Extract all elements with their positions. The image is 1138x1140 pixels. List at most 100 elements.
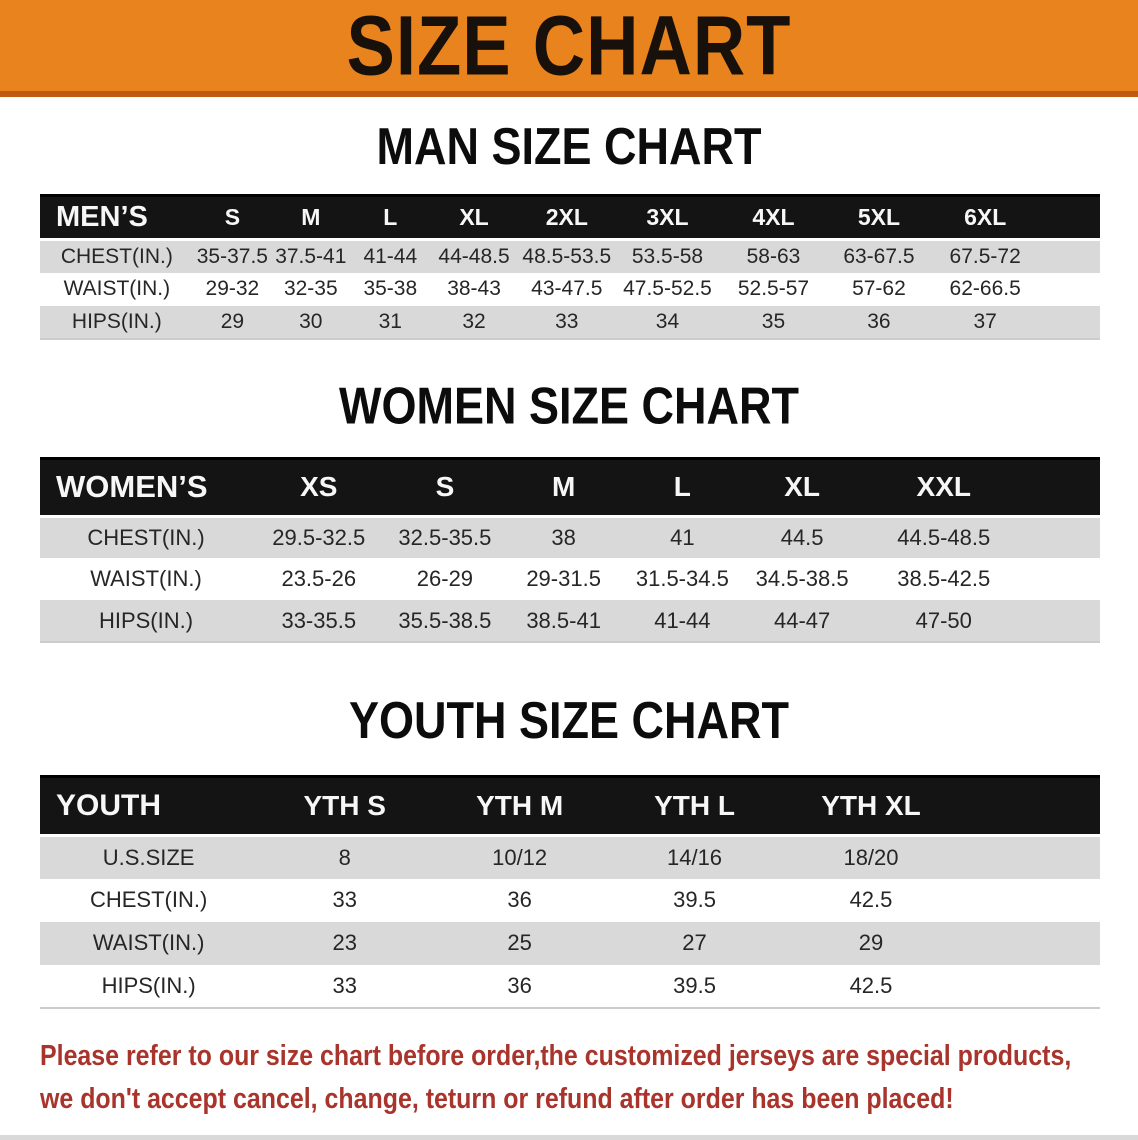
youth-size-header: YTH M (432, 775, 608, 837)
size-value: 44-48.5 (430, 239, 519, 273)
size-value: 29 (193, 305, 272, 339)
size-value: 32 (430, 305, 519, 339)
women-header-row: WOMEN’S XS S M L XL XXL (40, 456, 1100, 518)
women-table-header: WOMEN’S XS S M L XL XXL (40, 456, 1100, 518)
size-value: 67.5-72 (930, 239, 1100, 273)
size-value: 33 (257, 964, 433, 1008)
men-size-header: 6XL (930, 194, 1100, 241)
youth-size-header: YTH XL (781, 775, 1100, 837)
size-value: 8 (257, 835, 433, 879)
size-value: 14/16 (607, 835, 782, 879)
youth-group-label: YOUTH (40, 775, 258, 837)
row-label: CHEST(IN.) (40, 516, 252, 558)
men-section-title: MAN SIZE CHART (376, 117, 762, 176)
size-value: 31 (350, 305, 431, 339)
women-size-table: WOMEN’S XS S M L XL XXL CHEST(IN.) 29.5-32.5 32.… (40, 456, 1100, 643)
size-value: 63-67.5 (827, 239, 931, 273)
section-youth: YOUTH SIZE CHART YOUTH YTH S YTH M YTH L YTH… (0, 691, 1138, 1009)
youth-section-title: YOUTH SIZE CHART (348, 691, 789, 750)
men-measurement-row: HIPS(IN.) 29 30 31 32 33 34 35 36 37 (40, 305, 1100, 339)
disclaimer-line-2: we don't accept cancel, change, teturn o… (40, 1082, 954, 1115)
size-value: 29 (781, 921, 1100, 965)
size-value: 48.5-53.5 (518, 239, 616, 273)
youth-table-body: U.S.SIZE 8 10/12 14/16 18/20 CHEST(IN.) 33 36 39… (40, 835, 1100, 1008)
size-value: 36 (432, 878, 608, 922)
size-value: 36 (827, 305, 931, 339)
size-value: 37 (930, 305, 1100, 339)
size-value: 44.5-48.5 (862, 516, 1100, 558)
women-measurement-row: HIPS(IN.) 33-35.5 35.5-38.5 38.5-41 41-44 44-… (40, 600, 1100, 642)
youth-measurement-row: HIPS(IN.) 33 36 39.5 42.5 (40, 964, 1100, 1008)
disclaimer-text: Please refer to our size chart before or… (40, 1035, 1138, 1121)
row-label: U.S.SIZE (40, 835, 258, 879)
size-value: 34.5-38.5 (741, 558, 863, 600)
youth-header-row: YOUTH YTH S YTH M YTH L YTH XL (40, 775, 1100, 837)
men-table-header: MEN’S S M L XL 2XL 3XL 4XL 5XL 6XL (40, 194, 1100, 241)
men-size-header: L (350, 194, 431, 241)
men-measurement-row: WAIST(IN.) 29-32 32-35 35-38 38-43 43-47.5 47.… (40, 272, 1100, 306)
banner: SIZE CHART (0, 0, 1138, 97)
size-value: 35 (719, 305, 828, 339)
row-label: CHEST(IN.) (40, 239, 194, 273)
youth-measurement-row: WAIST(IN.) 23 25 27 29 (40, 921, 1100, 965)
size-value: 42.5 (781, 964, 1100, 1008)
men-size-header: XL (430, 194, 519, 241)
size-value: 30 (271, 305, 351, 339)
women-size-header: L (622, 456, 742, 518)
banner-title: SIZE CHART (346, 0, 792, 93)
size-value: 23 (257, 921, 433, 965)
youth-size-table: YOUTH YTH S YTH M YTH L YTH XL U.S.SIZE 8 10/1… (40, 775, 1100, 1009)
size-value: 31.5-34.5 (622, 558, 742, 600)
size-value: 58-63 (719, 239, 828, 273)
size-value: 47-50 (862, 600, 1100, 642)
size-value: 29-31.5 (504, 558, 623, 600)
youth-size-header: YTH S (257, 775, 433, 837)
women-size-header: M (504, 456, 623, 518)
men-table-body: CHEST(IN.) 35-37.5 37.5-41 41-44 44-48.5 48.5… (40, 239, 1100, 339)
size-value: 26-29 (385, 558, 505, 600)
size-value: 32.5-35.5 (385, 516, 505, 558)
disclaimer-line-1: Please refer to our size chart before or… (40, 1039, 1072, 1072)
size-value: 27 (607, 921, 782, 965)
size-value: 10/12 (432, 835, 608, 879)
men-group-label: MEN’S (40, 194, 194, 241)
size-value: 29-32 (193, 272, 272, 306)
size-value: 43-47.5 (518, 272, 616, 306)
row-label: HIPS(IN.) (40, 964, 258, 1008)
size-value: 36 (432, 964, 608, 1008)
size-value: 33-35.5 (252, 600, 386, 642)
women-measurement-row: CHEST(IN.) 29.5-32.5 32.5-35.5 38 41 44.5 44.5… (40, 516, 1100, 558)
men-header-row: MEN’S S M L XL 2XL 3XL 4XL 5XL 6XL (40, 194, 1100, 241)
women-table-body: CHEST(IN.) 29.5-32.5 32.5-35.5 38 41 44.5 44.5… (40, 516, 1100, 642)
women-size-header: XS (252, 456, 386, 518)
size-value: 53.5-58 (615, 239, 720, 273)
size-value: 39.5 (607, 878, 782, 922)
size-value: 41-44 (622, 600, 742, 642)
size-value: 33 (257, 878, 433, 922)
youth-measurement-row: U.S.SIZE 8 10/12 14/16 18/20 (40, 835, 1100, 879)
women-group-label: WOMEN’S (40, 456, 252, 518)
men-size-header: 2XL (518, 194, 616, 241)
row-label: HIPS(IN.) (40, 305, 194, 339)
men-measurement-row: CHEST(IN.) 35-37.5 37.5-41 41-44 44-48.5 48.5… (40, 239, 1100, 273)
size-value: 38.5-41 (504, 600, 623, 642)
men-size-header: 5XL (827, 194, 931, 241)
size-value: 34 (615, 305, 720, 339)
women-size-header: S (385, 456, 505, 518)
size-value: 23.5-26 (252, 558, 386, 600)
women-measurement-row: WAIST(IN.) 23.5-26 26-29 29-31.5 31.5-34.5 34… (40, 558, 1100, 600)
size-value: 44.5 (741, 516, 863, 558)
row-label: WAIST(IN.) (40, 272, 194, 306)
youth-measurement-row: CHEST(IN.) 33 36 39.5 42.5 (40, 878, 1100, 922)
size-value: 32-35 (271, 272, 351, 306)
row-label: WAIST(IN.) (40, 921, 258, 965)
size-value: 35-38 (350, 272, 431, 306)
size-value: 35.5-38.5 (385, 600, 505, 642)
size-value: 18/20 (781, 835, 1100, 879)
size-value: 42.5 (781, 878, 1100, 922)
youth-size-header: YTH L (607, 775, 782, 837)
women-size-header: XXL (862, 456, 1100, 518)
section-men: MAN SIZE CHART MEN’S S M L XL 2XL 3XL 4XL 5XL 6XL… (0, 117, 1138, 340)
size-value: 38-43 (430, 272, 519, 306)
